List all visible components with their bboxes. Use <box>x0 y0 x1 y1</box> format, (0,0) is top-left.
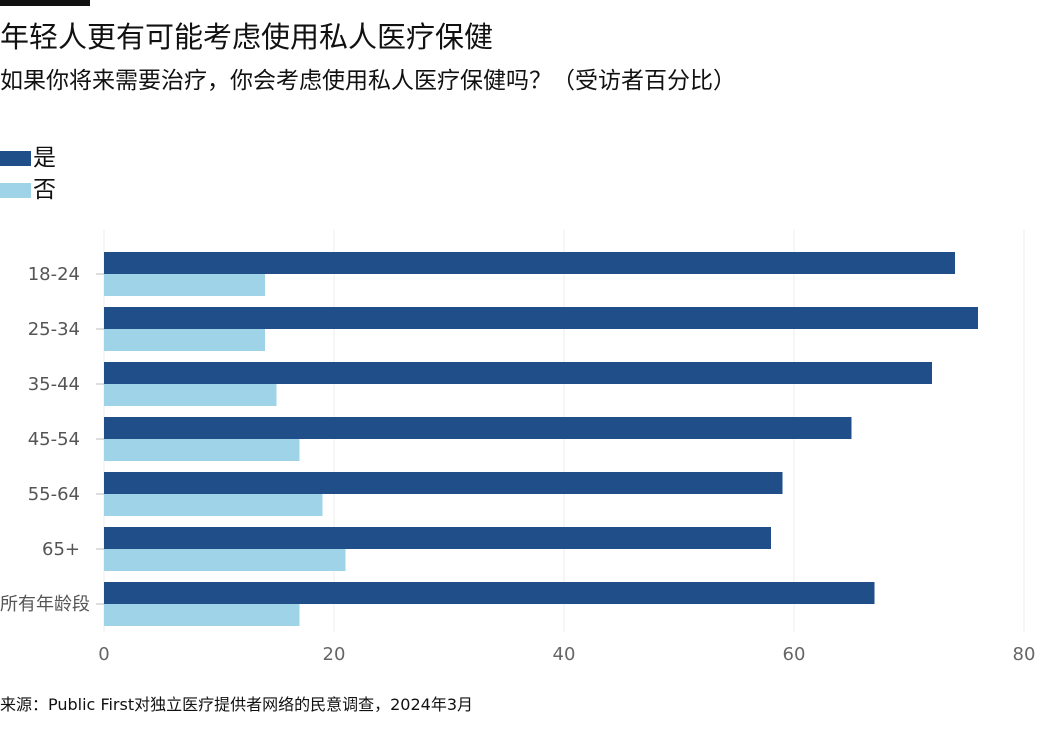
category-label-6: 所有年龄段 <box>0 594 90 615</box>
category-label-5: 65+ <box>42 539 80 560</box>
chart-legend: 是 否 <box>0 142 56 206</box>
x-tick-label-1: 20 <box>323 644 346 665</box>
x-tick-label-3: 60 <box>783 644 806 665</box>
legend-label-no: 否 <box>33 177 56 203</box>
legend-item-no: 否 <box>0 174 56 206</box>
legend-swatch-yes <box>0 150 31 166</box>
bar-yes-4 <box>104 472 783 494</box>
chart-title: 年轻人更有可能考虑使用私人医疗保健 <box>0 20 494 54</box>
category-label-1: 25-34 <box>28 319 80 340</box>
x-tick-label-2: 40 <box>553 644 576 665</box>
x-tick-label-0: 0 <box>98 644 109 665</box>
legend-label-yes: 是 <box>33 145 56 171</box>
header-accent-rule <box>0 0 90 6</box>
legend-swatch-no <box>0 182 31 198</box>
bar-no-4 <box>104 494 323 516</box>
bar-no-5 <box>104 549 346 571</box>
bar-yes-1 <box>104 307 978 329</box>
bar-yes-2 <box>104 362 932 384</box>
bar-no-2 <box>104 384 277 406</box>
chart-subtitle: 如果你将来需要治疗，你会考虑使用私人医疗保健吗？（受访者百分比） <box>0 68 736 94</box>
bar-no-1 <box>104 329 265 351</box>
horizontal-bar-chart: 0 20 40 60 80 18-24 25-34 35-44 45-54 55-64 65+ 所有年… <box>0 230 1036 665</box>
bar-no-6 <box>104 604 300 626</box>
source-note: 来源：Public First对独立医疗提供者网络的民意调查，2024年3月 <box>0 695 474 714</box>
legend-item-yes: 是 <box>0 142 56 174</box>
category-label-0: 18-24 <box>28 264 80 285</box>
category-label-3: 45-54 <box>28 429 80 450</box>
chart-area: 0 20 40 60 80 18-24 25-34 35-44 45-54 55-64 65+ 所有年… <box>0 230 1050 670</box>
category-label-2: 35-44 <box>28 374 80 395</box>
bar-yes-3 <box>104 417 852 439</box>
bar-yes-5 <box>104 527 771 549</box>
bar-yes-6 <box>104 582 875 604</box>
bar-no-0 <box>104 274 265 296</box>
bar-no-3 <box>104 439 300 461</box>
x-tick-label-4: 80 <box>1013 644 1036 665</box>
bar-yes-0 <box>104 252 955 274</box>
category-label-4: 55-64 <box>28 484 80 505</box>
